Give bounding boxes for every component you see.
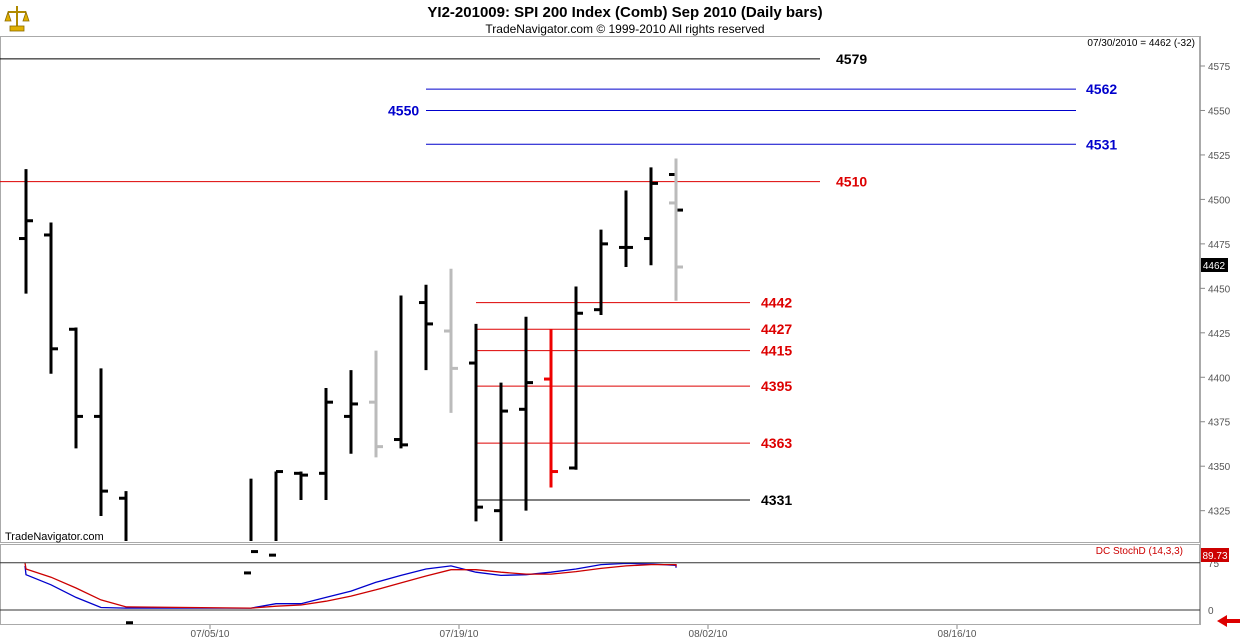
price-tick-label: 4575 bbox=[1208, 62, 1231, 73]
price-tick-label: 4525 bbox=[1208, 151, 1231, 162]
stoch-axis: 0 75 bbox=[0, 559, 1220, 617]
date-axis: 07/05/10 07/19/10 08/02/10 08/16/10 bbox=[191, 625, 977, 640]
stoch-title: DC StochD (14,3,3) bbox=[1096, 546, 1183, 557]
stoch-marker-box bbox=[1201, 548, 1229, 562]
level-lines: 4579 4562 4550 4531 4510 4442 4427 4415 4395 4363… bbox=[0, 51, 1117, 508]
level-label: 4442 bbox=[761, 295, 792, 311]
level-label: 4363 bbox=[761, 435, 792, 451]
watermark: TradeNavigator.com bbox=[5, 531, 104, 543]
price-tick-label: 4325 bbox=[1208, 507, 1231, 518]
price-tick-label: 4400 bbox=[1208, 373, 1231, 384]
price-tick-label: 4425 bbox=[1208, 329, 1231, 340]
tradenavigator-logo bbox=[4, 6, 30, 32]
level-label: 4562 bbox=[1086, 81, 1117, 97]
date-tick-label: 08/16/10 bbox=[938, 629, 977, 640]
level-label: 4395 bbox=[761, 378, 792, 394]
price-tick-label: 4350 bbox=[1208, 462, 1231, 473]
price-marker: 4462 bbox=[1203, 261, 1226, 272]
date-tick-label: 08/02/10 bbox=[689, 629, 728, 640]
date-tick-label: 07/05/10 bbox=[191, 629, 230, 640]
price-tick-label: 4475 bbox=[1208, 240, 1231, 251]
price-tick-label: 4375 bbox=[1208, 418, 1231, 429]
stoch-panel-frame bbox=[0, 544, 1200, 625]
copyright-notice: TradeNavigator.com © 1999-2010 All right… bbox=[485, 22, 765, 36]
price-marker-box bbox=[1201, 258, 1228, 272]
scroll-right-arrow-icon[interactable] bbox=[1216, 614, 1242, 628]
price-tick-label: 4500 bbox=[1208, 195, 1231, 206]
level-label: 4415 bbox=[761, 343, 792, 359]
price-axis: 4325 4350 4375 4400 4425 4450 4475 4500 4525 4550… bbox=[1200, 62, 1231, 518]
date-tick-label: 07/19/10 bbox=[440, 629, 479, 640]
level-label: 4331 bbox=[761, 492, 792, 508]
level-label: 4550 bbox=[388, 102, 419, 118]
stoch-marker: 89.73 bbox=[1202, 551, 1227, 562]
price-tick-label: 4450 bbox=[1208, 284, 1231, 295]
level-label: 4510 bbox=[836, 174, 867, 190]
price-panel-frame bbox=[0, 36, 1200, 543]
chart-title: YI2-201009: SPI 200 Index (Comb) Sep 201… bbox=[427, 4, 823, 21]
level-label: 4427 bbox=[761, 321, 792, 337]
last-price-readout: 07/30/2010 = 4462 (-32) bbox=[1087, 38, 1195, 49]
stoch-tick-label: 75 bbox=[1208, 559, 1220, 570]
level-label: 4579 bbox=[836, 51, 867, 67]
price-bars bbox=[19, 158, 683, 625]
stoch-series-line bbox=[24, 562, 677, 609]
stoch-series-line bbox=[24, 562, 677, 609]
stoch-tick-label: 0 bbox=[1208, 606, 1214, 617]
price-tick-label: 4550 bbox=[1208, 106, 1231, 117]
level-label: 4531 bbox=[1086, 136, 1117, 152]
stoch-lines bbox=[24, 562, 677, 609]
